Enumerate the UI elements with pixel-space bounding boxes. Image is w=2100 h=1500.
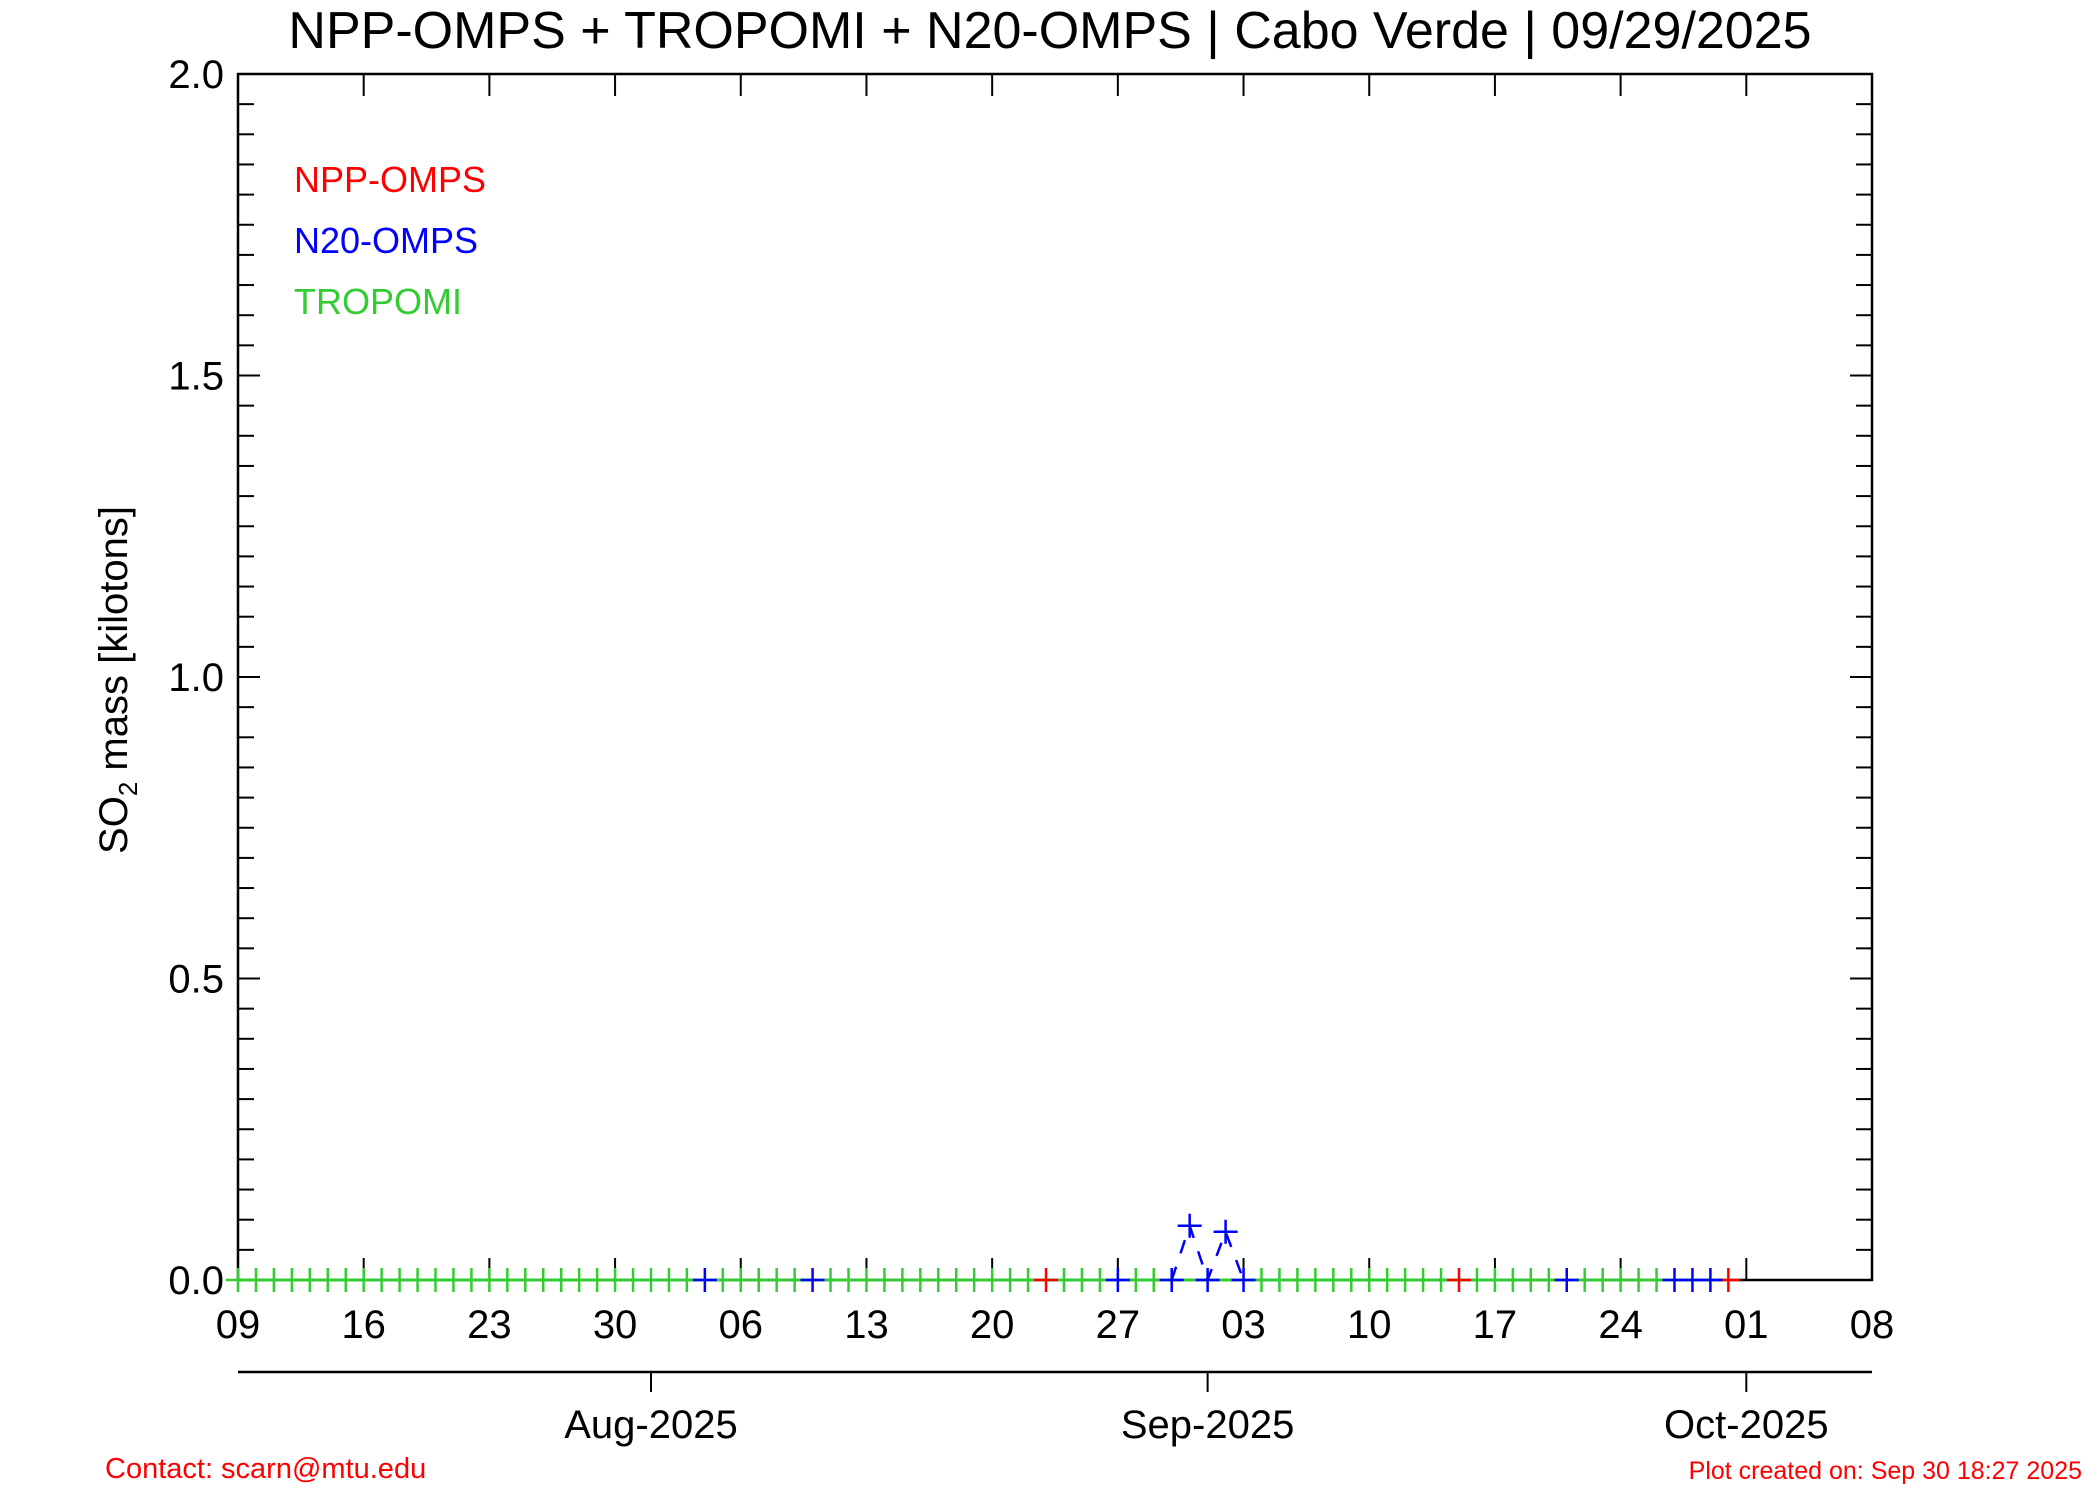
data-point-npp-omps — [1034, 1268, 1059, 1292]
y-axis-label-main: SO — [92, 796, 136, 854]
data-point-n20-omps — [1554, 1268, 1579, 1292]
footer-contact-text: Contact: scarn@mtu.edu — [105, 1453, 427, 1485]
y-tick-label: 0.0 — [168, 1259, 224, 1303]
legend: NPP-OMPS N20-OMPS TROPOMI — [294, 159, 486, 322]
x-tick-label: 01 — [1724, 1303, 1769, 1347]
x-tick-label: 10 — [1347, 1303, 1392, 1347]
y-axis-label-subscript: 2 — [113, 782, 143, 796]
plot-frame — [236, 72, 1874, 1282]
x-axis-days: 09 16 23 30 06 13 20 27 03 10 17 24 01 08 — [216, 74, 1895, 1347]
y-tick-label: 1.5 — [168, 355, 224, 399]
data-point-n20-omps — [1698, 1268, 1723, 1292]
data-point-n20-omps — [692, 1268, 717, 1292]
data-point-n20-omps — [1105, 1268, 1130, 1292]
chart-title: NPP-OMPS + TROPOMI + N20-OMPS | Cabo Ver… — [288, 2, 1811, 60]
data-point-npp-omps — [1447, 1268, 1472, 1292]
x-tick-label: 30 — [593, 1303, 638, 1347]
data-point-n20-omps — [1213, 1219, 1238, 1244]
x-tick-label: 27 — [1096, 1303, 1141, 1347]
x-axis-months: Aug-2025 Sep-2025 Oct-2025 — [238, 1370, 1872, 1447]
y-tick-label: 2.0 — [168, 53, 224, 97]
x-tick-label: 13 — [844, 1303, 889, 1347]
x-tick-label: 08 — [1850, 1303, 1895, 1347]
legend-entry: NPP-OMPS — [294, 159, 486, 200]
x-tick-label: 20 — [970, 1303, 1015, 1347]
x-tick-label: 24 — [1598, 1303, 1643, 1347]
series-tropomi — [226, 1268, 1729, 1292]
x-tick-label: 16 — [341, 1303, 386, 1347]
month-tick-label: Aug-2025 — [564, 1403, 737, 1447]
y-tick-label: 0.5 — [168, 958, 224, 1002]
y-axis: 0.0 0.5 1.0 1.5 2.0 — [168, 53, 1872, 1303]
legend-entry: TROPOMI — [294, 281, 462, 322]
month-tick-label: Sep-2025 — [1121, 1403, 1294, 1447]
y-axis-label: SO2 mass [kilotons] — [92, 506, 143, 854]
y-tick-label: 1.0 — [168, 656, 224, 700]
x-tick-label: 09 — [216, 1303, 261, 1347]
month-tick-label: Oct-2025 — [1664, 1403, 1829, 1447]
footer-created-text: Plot created on: Sep 30 18:27 2025 — [1688, 1457, 2082, 1485]
data-point-n20-omps — [1177, 1213, 1202, 1238]
svg-text:SO2 mass [kilotons]: SO2 mass [kilotons] — [92, 506, 143, 854]
data-point-n20-omps — [1195, 1268, 1220, 1292]
x-tick-label: 03 — [1221, 1303, 1266, 1347]
data-point-n20-omps — [800, 1268, 825, 1292]
x-tick-label: 23 — [467, 1303, 512, 1347]
data-point-n20-omps — [1231, 1268, 1256, 1292]
x-tick-label: 17 — [1473, 1303, 1518, 1347]
y-axis-label-rest: mass [kilotons] — [92, 506, 136, 782]
x-tick-label: 06 — [719, 1303, 764, 1347]
series-n20-omps — [692, 1213, 1723, 1292]
plot-series — [226, 1213, 1741, 1292]
plot-border — [236, 72, 1874, 1282]
legend-entry: N20-OMPS — [294, 220, 478, 261]
data-point-n20-omps — [1159, 1268, 1184, 1292]
